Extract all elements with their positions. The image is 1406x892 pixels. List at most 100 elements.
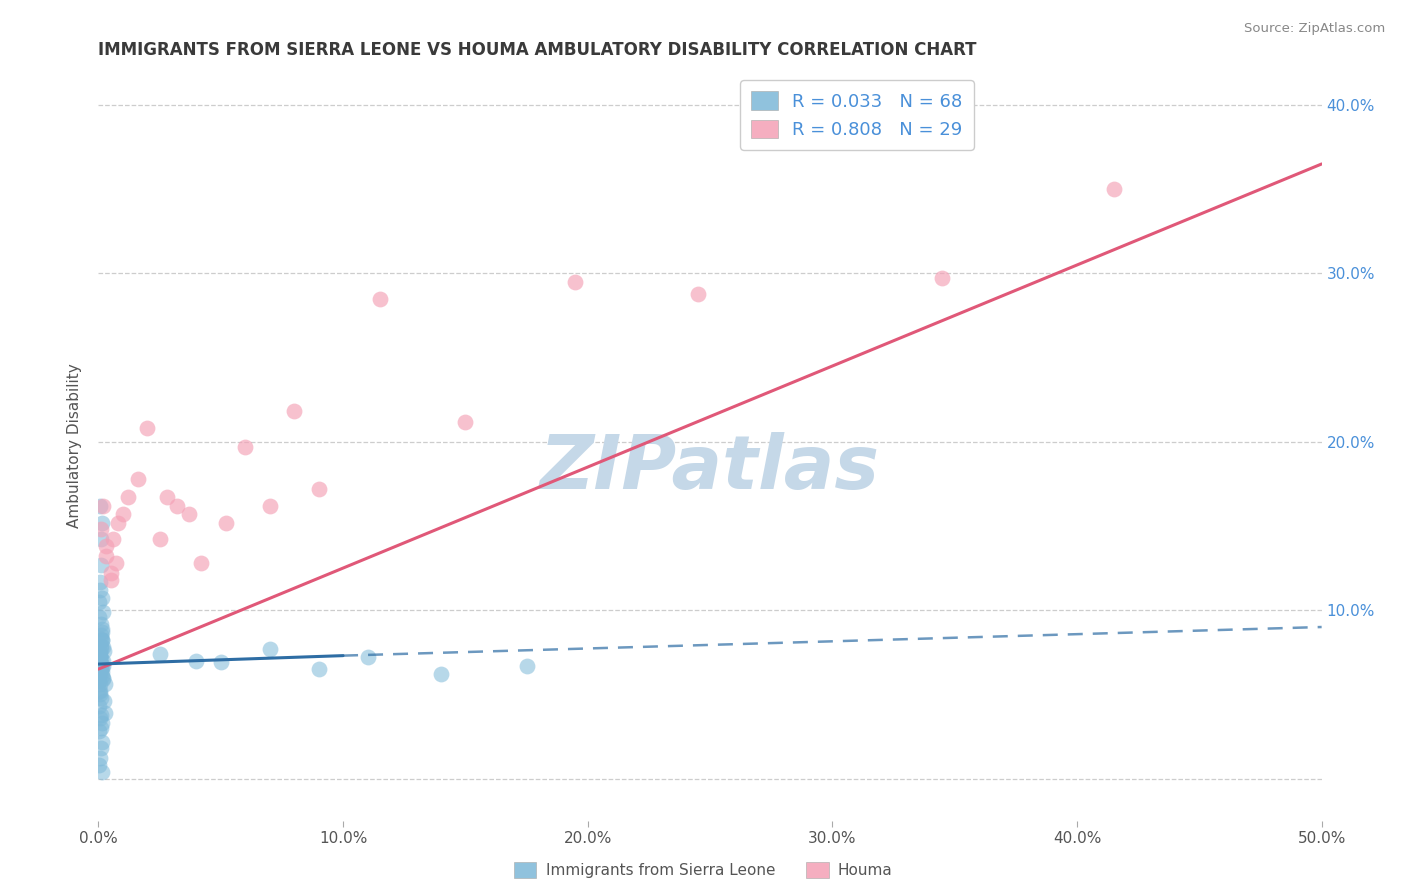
Point [356, 650, 378, 665]
Point [90, 591, 112, 606]
Point [89, 648, 111, 663]
Point [89, 665, 111, 680]
Point [101, 533, 124, 547]
Point [93, 694, 115, 708]
Point [90, 641, 112, 656]
Point [89, 582, 111, 597]
Point [90, 721, 112, 735]
Legend: Immigrants from Sierra Leone, Houma: Immigrants from Sierra Leone, Houma [508, 856, 898, 884]
Point [91, 734, 114, 748]
Point [90, 669, 112, 683]
Point [89, 711, 111, 725]
Point [90, 533, 112, 547]
Point [186, 654, 208, 668]
Point [91, 658, 114, 673]
Point [90, 716, 112, 731]
Point [156, 491, 179, 505]
Point [107, 516, 129, 530]
Point [1102, 182, 1125, 196]
Point [90, 522, 112, 536]
Legend: R = 0.033   N = 68, R = 0.808   N = 29: R = 0.033 N = 68, R = 0.808 N = 29 [740, 80, 973, 150]
Point [90, 690, 112, 705]
Point [89, 610, 111, 624]
Point [89, 684, 111, 698]
Point [89, 684, 111, 698]
Point [89, 595, 111, 609]
Point [90, 622, 112, 636]
Point [100, 573, 122, 587]
Point [91, 671, 114, 685]
Point [90, 658, 112, 673]
Point [177, 507, 200, 521]
Point [90, 657, 112, 671]
Text: IMMIGRANTS FROM SIERRA LEONE VS HOUMA AMBULATORY DISABILITY CORRELATION CHART: IMMIGRANTS FROM SIERRA LEONE VS HOUMA AM… [98, 41, 977, 59]
Point [111, 507, 134, 521]
Point [94, 706, 117, 720]
Y-axis label: Ambulatory Disability: Ambulatory Disability [67, 364, 83, 528]
Point [91, 499, 114, 513]
Point [89, 724, 111, 739]
Point [104, 556, 127, 570]
Point [87, 758, 110, 772]
Point [430, 667, 453, 681]
Point [136, 421, 159, 435]
Point [127, 472, 149, 486]
Point [564, 275, 586, 289]
Point [91, 633, 114, 648]
Point [283, 404, 305, 418]
Point [91, 654, 114, 668]
Point [93, 677, 115, 691]
Point [89, 664, 111, 678]
Point [209, 656, 232, 670]
Point [89, 645, 111, 659]
Point [686, 286, 709, 301]
Point [93, 643, 115, 657]
Point [89, 699, 111, 714]
Point [91, 672, 114, 686]
Point [89, 751, 111, 765]
Point [91, 660, 114, 674]
Text: ZIPatlas: ZIPatlas [540, 432, 880, 505]
Point [308, 662, 330, 676]
Text: Source: ZipAtlas.com: Source: ZipAtlas.com [1244, 22, 1385, 36]
Point [259, 641, 281, 656]
Point [94, 549, 117, 564]
Point [90, 662, 112, 676]
Point [515, 658, 537, 673]
Point [117, 491, 139, 505]
Point [91, 665, 114, 680]
Point [94, 539, 117, 553]
Point [454, 415, 477, 429]
Point [89, 656, 111, 670]
Point [91, 605, 114, 619]
Point [91, 625, 114, 640]
Point [90, 707, 112, 722]
Point [368, 292, 391, 306]
Point [90, 764, 112, 779]
Point [89, 650, 111, 665]
Point [259, 499, 281, 513]
Point [149, 533, 172, 547]
Point [90, 616, 112, 631]
Point [931, 271, 953, 285]
Point [90, 628, 112, 642]
Point [89, 499, 111, 513]
Point [100, 566, 122, 581]
Point [89, 673, 111, 688]
Point [214, 516, 236, 530]
Point [190, 556, 212, 570]
Point [89, 574, 111, 589]
Point [90, 558, 112, 572]
Point [89, 677, 111, 691]
Point [308, 482, 330, 496]
Point [89, 650, 111, 665]
Point [166, 499, 188, 513]
Point [233, 440, 256, 454]
Point [90, 741, 112, 756]
Point [90, 632, 112, 646]
Point [89, 687, 111, 701]
Point [90, 633, 112, 648]
Point [90, 516, 112, 530]
Point [90, 652, 112, 666]
Point [89, 647, 111, 661]
